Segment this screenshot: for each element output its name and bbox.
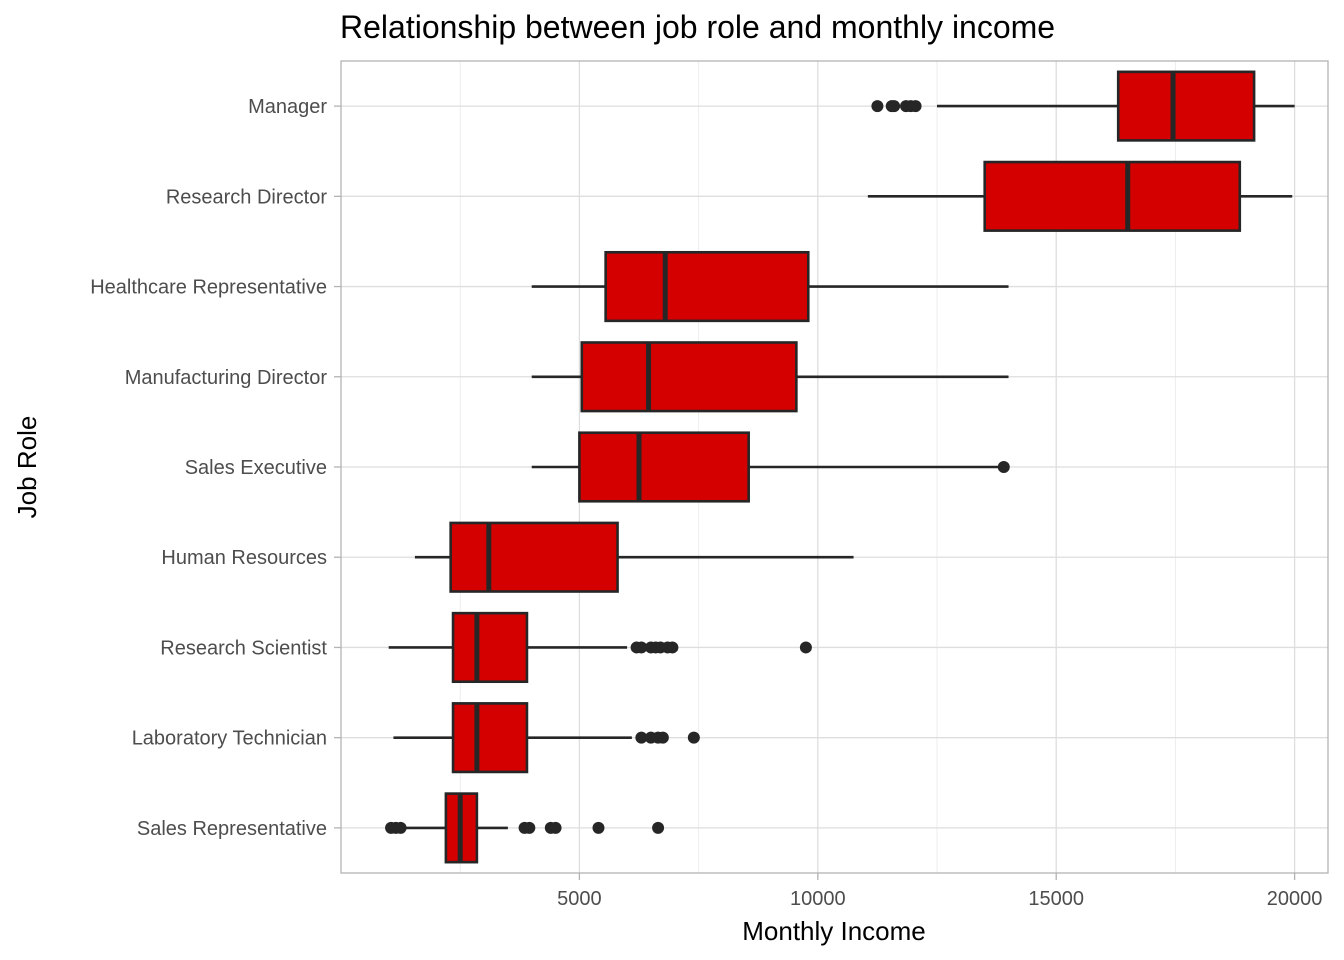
iqr-box xyxy=(451,702,529,774)
outlier-point xyxy=(635,731,648,744)
y-tick-label: Sales Executive xyxy=(185,457,327,479)
x-tick-label: 20000 xyxy=(1267,888,1323,910)
x-tick-label: 15000 xyxy=(1028,888,1084,910)
iqr-box xyxy=(449,521,619,593)
outlier-point xyxy=(888,100,901,113)
box-laboratory-technician xyxy=(393,702,700,774)
y-axis-title: Job Role xyxy=(12,416,42,519)
box-research-director xyxy=(867,160,1293,232)
x-tick-label: 10000 xyxy=(790,888,846,910)
outlier-point xyxy=(592,821,605,834)
outlier-point xyxy=(666,641,679,654)
outlier-point xyxy=(549,821,562,834)
x-axis-title: Monthly Income xyxy=(742,916,926,946)
outlier-point xyxy=(687,731,700,744)
y-tick-label: Laboratory Technician xyxy=(132,728,327,750)
outlier-point xyxy=(635,641,648,654)
y-tick-label: Manager xyxy=(248,96,327,118)
outlier-point xyxy=(799,641,812,654)
y-tick-label: Healthcare Representative xyxy=(90,277,327,299)
outlier-point xyxy=(909,100,922,113)
outlier-point xyxy=(997,461,1010,473)
box-healthcare-representative xyxy=(531,250,1009,323)
box-manufacturing-director xyxy=(531,341,1009,413)
box-sales-representative xyxy=(385,792,665,864)
axes: Manager Research Director Healthcare Repre… xyxy=(90,96,1322,910)
boxes xyxy=(385,70,1295,864)
y-tick-label: Research Scientist xyxy=(160,637,327,659)
iqr-box xyxy=(1116,70,1256,142)
iqr-box xyxy=(983,160,1242,232)
box-human-resources xyxy=(414,521,854,593)
chart-title: Relationship between job role and monthl… xyxy=(340,9,1055,45)
y-tick-label: Manufacturing Director xyxy=(125,367,328,389)
outlier-point xyxy=(656,731,669,744)
outlier-point xyxy=(394,821,407,834)
iqr-box xyxy=(451,611,529,684)
y-tick-label: Human Resources xyxy=(161,547,327,569)
iqr-box xyxy=(604,250,810,323)
x-tick-label: 5000 xyxy=(557,888,602,910)
iqr-box xyxy=(580,341,798,413)
outlier-point xyxy=(871,100,884,113)
iqr-box xyxy=(578,431,750,503)
box-research-scientist xyxy=(388,611,812,684)
y-tick-label: Sales Representative xyxy=(137,818,327,840)
box-manager xyxy=(871,70,1295,142)
box-sales-executive xyxy=(531,431,1010,503)
y-tick-label: Research Director xyxy=(166,186,328,208)
outlier-point xyxy=(523,821,536,834)
outlier-point xyxy=(652,821,665,834)
